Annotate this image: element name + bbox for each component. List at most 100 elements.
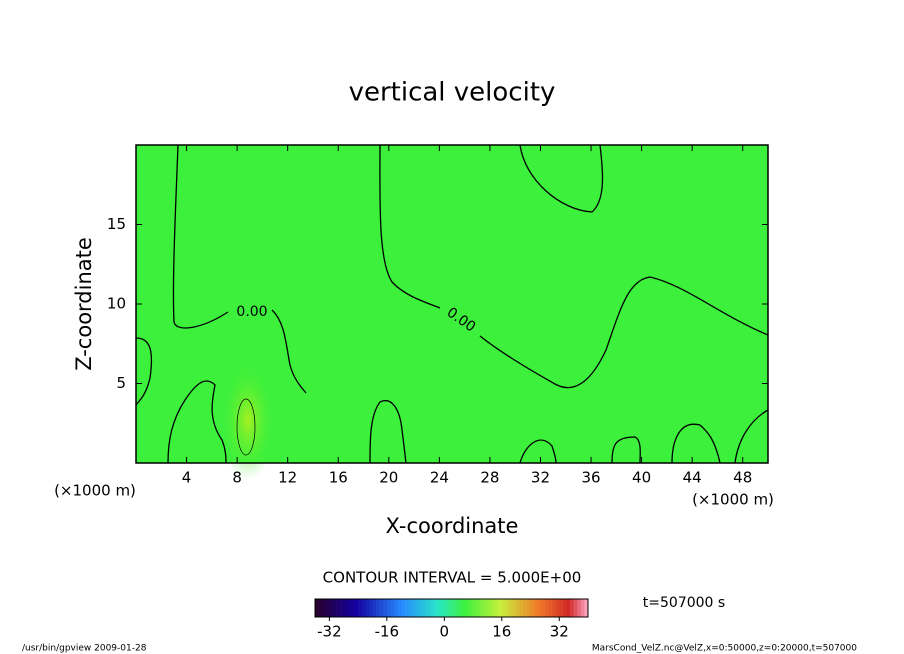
colorbar-cell	[329, 599, 334, 617]
colorbar-cell	[397, 599, 402, 617]
x-tick-label: 20	[379, 469, 398, 487]
x-tick-label: 12	[278, 469, 297, 487]
colorbar-tick-label: 32	[550, 623, 569, 641]
colorbar-cell	[480, 599, 485, 617]
x-tick-label: 4	[182, 469, 192, 487]
colorbar-cell	[433, 599, 438, 617]
colorbar-cell	[315, 599, 319, 617]
colorbar-cell	[462, 599, 467, 617]
contour-line	[236, 398, 256, 456]
colorbar-cell	[505, 599, 510, 617]
colorbar-cell	[512, 599, 517, 617]
colorbar-cell	[465, 599, 470, 617]
x-tick-label: 36	[581, 469, 600, 487]
colorbar-cell	[451, 599, 456, 617]
contour-line	[379, 144, 769, 389]
colorbar-cell	[491, 599, 495, 617]
colorbar-cell	[336, 599, 341, 617]
colorbar-cell	[580, 599, 585, 617]
y-tick-label: 5	[116, 374, 126, 392]
colorbar-cell	[379, 599, 384, 617]
x-tick-label: 40	[632, 469, 651, 487]
x-axis-label: X-coordinate	[386, 514, 519, 538]
colorbar-cell	[358, 599, 362, 617]
y-tick-label: 10	[107, 295, 126, 313]
colorbar-cell	[350, 599, 355, 617]
colorbar-cell	[318, 599, 323, 617]
colorbar-frame	[314, 598, 589, 618]
colorbar-tick-label: -16	[375, 623, 400, 641]
colorbar-cell	[562, 599, 567, 617]
colorbar-cell	[444, 599, 449, 617]
contour-line	[167, 380, 227, 464]
colorbar-tick-label: 16	[492, 623, 511, 641]
colorbar-cell	[343, 599, 348, 617]
colorbar-cell	[469, 599, 474, 617]
x-tick-label: 28	[480, 469, 499, 487]
footer-left: /usr/bin/gpview 2009-01-28	[22, 644, 147, 654]
colorbar-cell	[584, 599, 589, 617]
colorbar-cell	[552, 599, 556, 617]
colorbar-cell	[340, 599, 345, 617]
colorbar-cell	[476, 599, 481, 617]
colorbar-cell	[519, 599, 524, 617]
x-tick-label: 48	[733, 469, 752, 487]
colorbar-cell	[437, 599, 442, 617]
contour-line	[519, 409, 769, 464]
y-axis-label: Z-coordinate	[72, 237, 96, 371]
colorbar-cell	[570, 599, 574, 617]
x-unit-label: (×1000 m)	[54, 482, 136, 500]
colorbar-cell	[487, 599, 492, 617]
colorbar-cell	[559, 599, 564, 617]
x-tick-label: 32	[531, 469, 550, 487]
x-tick-label: 16	[329, 469, 348, 487]
colorbar-tick-label: -32	[317, 623, 342, 641]
colorbar-cell	[541, 599, 546, 617]
x-tick-label: 24	[430, 469, 449, 487]
colorbar-cell	[516, 599, 521, 617]
colorbar-cell	[404, 599, 409, 617]
colorbar-cell	[332, 599, 337, 617]
colorbar-cell	[365, 599, 370, 617]
colorbar-cell	[530, 599, 535, 617]
colorbar-cell	[473, 599, 477, 617]
colorbar-cell	[325, 599, 330, 617]
colorbar-cell	[483, 599, 488, 617]
colorbar-cell	[573, 599, 578, 617]
colorbar-cell	[386, 599, 391, 617]
colorbar-cell	[415, 599, 420, 617]
contours	[135, 144, 769, 464]
colorbar-cell	[422, 599, 427, 617]
colorbar-cell	[394, 599, 398, 617]
colorbar-cell	[361, 599, 366, 617]
footer-right: MarsCond_VelZ.nc@VelZ,x=0:50000,z=0:2000…	[592, 644, 857, 654]
colorbar-cell	[498, 599, 503, 617]
y-tick-label: 15	[107, 215, 126, 233]
colorbar-cell	[534, 599, 539, 617]
colorbar-cell	[347, 599, 352, 617]
colorbar-cell	[440, 599, 445, 617]
colorbar-cell	[372, 599, 377, 617]
chart-title: vertical velocity	[349, 78, 556, 108]
colorbar-cell	[354, 599, 359, 617]
colorbar: -32 -16 0 16 32	[314, 598, 589, 641]
field-highlight	[220, 360, 276, 480]
colorbar-cell	[537, 599, 542, 617]
colorbar-cell	[458, 599, 463, 617]
colorbar-cell	[577, 599, 582, 617]
colorbar-cell	[523, 599, 528, 617]
colorbar-cell	[429, 599, 434, 617]
colorbar-cell	[501, 599, 506, 617]
time-label: t=507000 s	[643, 595, 725, 611]
colorbar-cell	[526, 599, 531, 617]
x-unit-label: (×1000 m)	[692, 491, 774, 509]
colorbar-cell	[555, 599, 560, 617]
colorbar-cell	[419, 599, 424, 617]
colorbar-cell	[544, 599, 549, 617]
colorbar-cell	[447, 599, 452, 617]
contour-interval: CONTOUR INTERVAL = 5.000E+00	[323, 569, 582, 587]
colorbar-tick-label: 0	[440, 623, 450, 641]
colorbar-cell	[426, 599, 431, 617]
colorbar-cell	[390, 599, 395, 617]
